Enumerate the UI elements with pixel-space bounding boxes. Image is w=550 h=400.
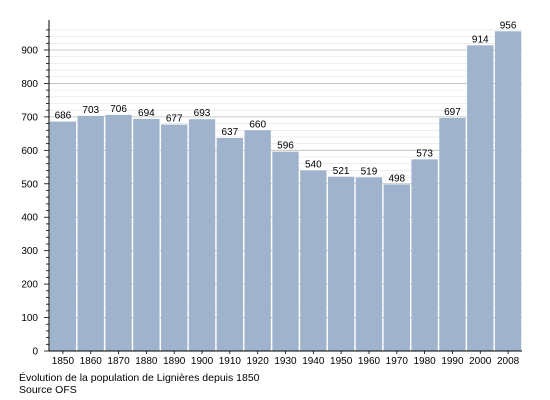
value-label-1940: 540	[305, 159, 322, 170]
bar-1910	[216, 137, 244, 351]
value-label-1960: 519	[361, 166, 378, 177]
x-tick-label-2008: 2008	[497, 356, 520, 367]
x-tick-label-1950: 1950	[330, 356, 353, 367]
bar-1970	[383, 184, 410, 351]
x-tick-label-1990: 1990	[441, 356, 464, 367]
x-tick-label-1880: 1880	[135, 356, 158, 367]
y-tick-label: 0	[32, 347, 38, 358]
bar-1920	[244, 130, 271, 351]
bar-1870	[105, 114, 132, 351]
value-label-2008: 956	[500, 20, 517, 31]
x-tick-label-1850: 1850	[52, 356, 75, 367]
bars	[49, 31, 522, 352]
bar-1930	[272, 151, 299, 351]
bar-1860	[77, 115, 104, 351]
value-label-1930: 596	[277, 141, 294, 152]
y-tick-label: 300	[21, 246, 38, 257]
x-tick-label-1900: 1900	[191, 356, 214, 367]
value-label-1980: 573	[416, 148, 433, 159]
y-tick-label: 700	[21, 112, 38, 123]
value-label-1870: 706	[110, 104, 127, 115]
bar-2008	[494, 31, 522, 351]
value-label-1970: 498	[388, 173, 405, 184]
bar-1890	[161, 124, 188, 351]
bar-1980	[411, 159, 438, 351]
x-tick-label-1890: 1890	[163, 356, 186, 367]
value-label-1860: 703	[82, 105, 99, 116]
y-tick-label: 400	[21, 213, 38, 224]
x-tick-label-1870: 1870	[107, 356, 130, 367]
x-tick-label-1960: 1960	[358, 356, 381, 367]
y-tick-label: 800	[21, 79, 38, 90]
value-label-1890: 677	[166, 114, 183, 125]
x-tick-label-1940: 1940	[302, 356, 325, 367]
bar-1880	[133, 118, 160, 351]
x-tick-label-1980: 1980	[413, 356, 436, 367]
x-tick-label-1970: 1970	[386, 356, 409, 367]
chart-caption: Évolution de la population de Lignières …	[19, 372, 260, 384]
x-tick-label-1860: 1860	[80, 356, 103, 367]
y-tick-label: 200	[21, 280, 38, 291]
bar-1850	[49, 121, 77, 352]
value-label-1880: 694	[138, 108, 155, 119]
value-label-1990: 697	[444, 107, 461, 118]
value-label-1950: 521	[333, 166, 350, 177]
y-axis: 0 100 200 300 400 500 600 700 800 900	[21, 20, 50, 358]
x-tick-label-2000: 2000	[469, 356, 492, 367]
value-label-2000: 914	[472, 34, 489, 45]
bar-1900	[188, 119, 216, 351]
y-tick-label: 600	[21, 146, 38, 157]
value-label-1850: 686	[55, 111, 72, 122]
value-label-1920: 660	[249, 119, 266, 130]
x-tick-label-1910: 1910	[219, 356, 242, 367]
bar-1940	[300, 170, 327, 351]
value-labels: 686 703 706 694 677 693 637 660 596 540 521 519 498 5…	[55, 20, 517, 184]
bar-2000	[467, 45, 494, 351]
value-label-1900: 693	[194, 108, 211, 119]
y-tick-label: 900	[21, 46, 38, 57]
bar-1950	[327, 176, 355, 351]
x-tick-label-1920: 1920	[247, 356, 270, 367]
bar-1960	[355, 177, 383, 351]
y-tick-label: 500	[21, 179, 38, 190]
x-axis: 1850 1860 1870 1880 1890 1900 1910 1920 1930 1940…	[49, 350, 522, 367]
chart-source: Source OFS	[19, 384, 77, 396]
value-label-1910: 637	[222, 127, 239, 138]
y-tick-label: 100	[21, 313, 38, 324]
x-tick-label-1930: 1930	[274, 356, 297, 367]
bar-1990	[439, 117, 466, 352]
